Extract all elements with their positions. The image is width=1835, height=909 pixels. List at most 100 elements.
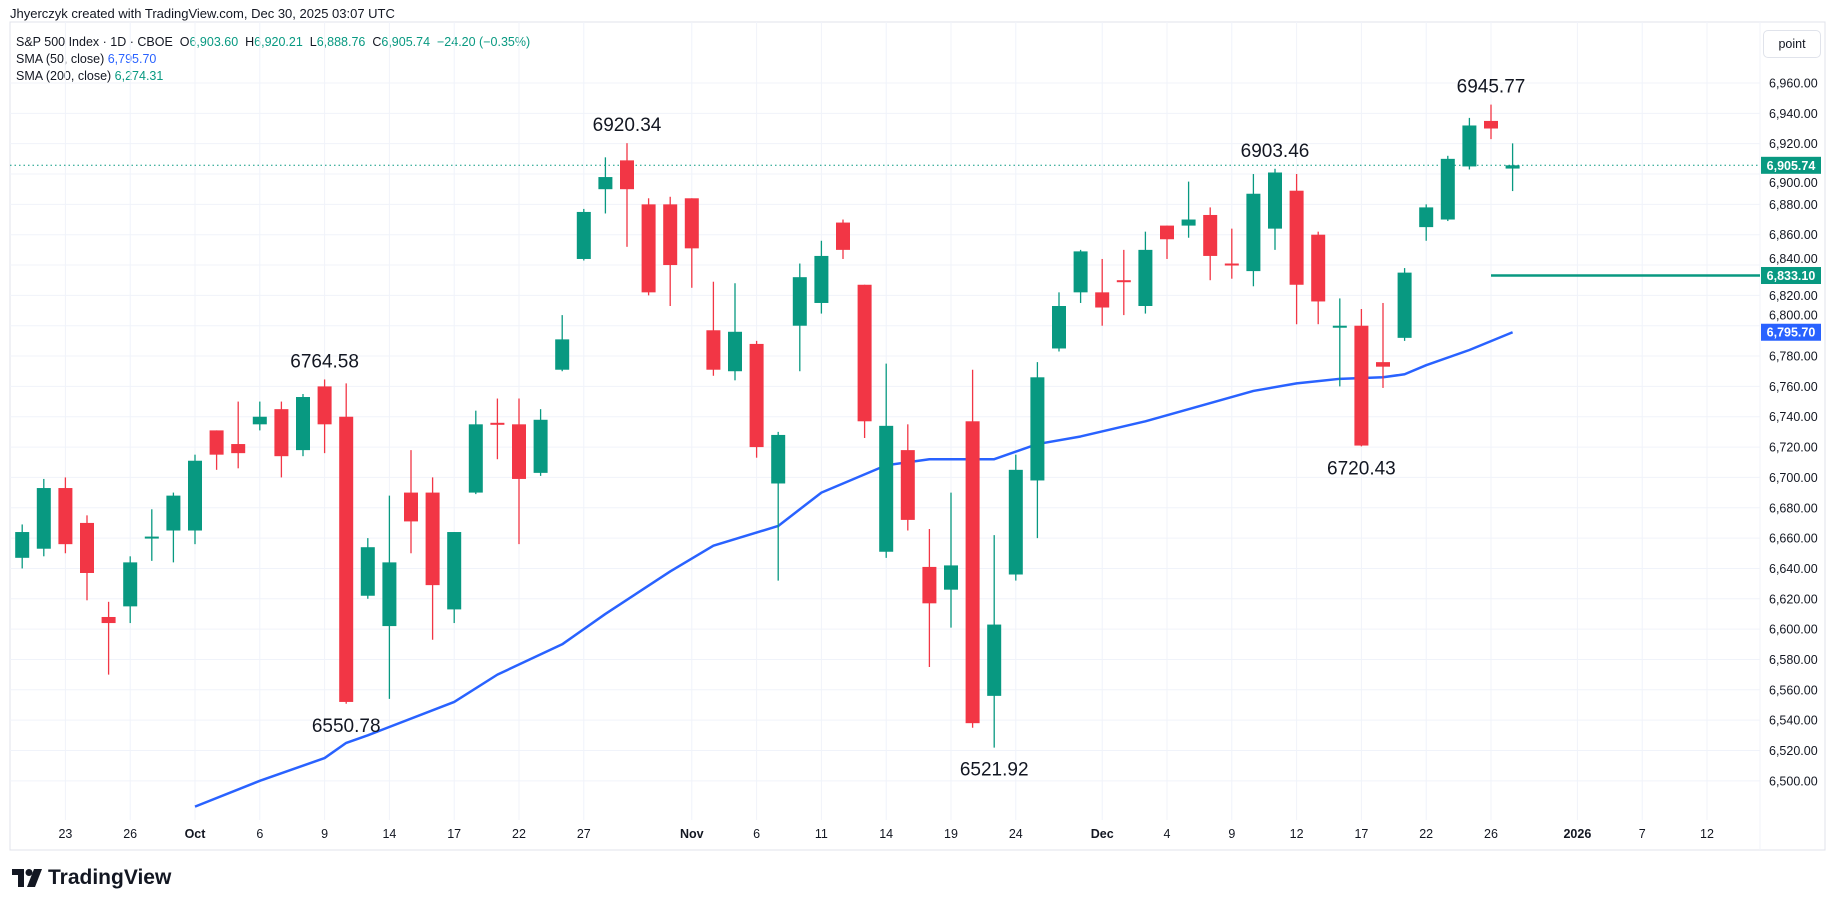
- candle-down[interactable]: [404, 492, 418, 522]
- candle-down[interactable]: [490, 422, 505, 425]
- tradingview-logo-icon: [12, 869, 42, 887]
- x-tick-label: 12: [1700, 827, 1714, 841]
- candle-up[interactable]: [123, 562, 138, 607]
- candle-down[interactable]: [1376, 362, 1390, 367]
- candle-down[interactable]: [857, 284, 872, 422]
- price-annotation: 6945.77: [1457, 77, 1526, 98]
- candle-down[interactable]: [706, 330, 721, 370]
- y-tick-label: 6,720.00: [1769, 441, 1818, 455]
- x-tick-label: Oct: [185, 827, 207, 841]
- candle-down[interactable]: [900, 450, 915, 520]
- candle-down[interactable]: [684, 198, 699, 249]
- candle-up[interactable]: [1462, 125, 1477, 167]
- x-tick-label: 17: [447, 827, 461, 841]
- candle-down[interactable]: [663, 204, 678, 266]
- candle-down[interactable]: [836, 222, 850, 250]
- candle-up[interactable]: [1246, 193, 1261, 272]
- candle-down[interactable]: [512, 424, 526, 479]
- candle-down[interactable]: [641, 204, 656, 293]
- candle-up[interactable]: [166, 495, 181, 531]
- x-tick-label: 22: [512, 827, 526, 841]
- candle-down[interactable]: [620, 160, 634, 190]
- candle-up[interactable]: [1052, 305, 1066, 349]
- candle-down[interactable]: [1116, 280, 1131, 283]
- candle-up[interactable]: [1138, 249, 1153, 306]
- tradingview-logo[interactable]: TradingView: [12, 866, 171, 890]
- candle-up[interactable]: [447, 532, 462, 610]
- candle-up[interactable]: [1332, 325, 1347, 328]
- candle-up[interactable]: [987, 624, 1002, 696]
- candle-down[interactable]: [339, 416, 354, 702]
- candle-up[interactable]: [1181, 219, 1196, 226]
- candle-down[interactable]: [749, 343, 764, 448]
- candle-up[interactable]: [1268, 172, 1282, 229]
- candle-up[interactable]: [382, 562, 397, 627]
- candle-up[interactable]: [555, 339, 570, 370]
- candle-up[interactable]: [598, 177, 613, 190]
- candle-up[interactable]: [1440, 158, 1455, 220]
- candle-down[interactable]: [1160, 225, 1174, 240]
- candle-up[interactable]: [15, 532, 30, 558]
- candle-down[interactable]: [1095, 292, 1110, 308]
- candle-down[interactable]: [1354, 325, 1369, 446]
- candle-up[interactable]: [944, 565, 958, 590]
- candle-up[interactable]: [360, 547, 375, 596]
- symbol-name[interactable]: S&P 500 Index · 1D · CBOE: [16, 35, 173, 49]
- candle-up[interactable]: [792, 277, 807, 326]
- candle-up[interactable]: [36, 488, 51, 549]
- x-tick-label: Dec: [1091, 827, 1114, 841]
- candle-down[interactable]: [922, 566, 937, 604]
- candle-up[interactable]: [1397, 272, 1412, 338]
- candle-up[interactable]: [771, 434, 786, 484]
- candle-up[interactable]: [879, 425, 894, 552]
- candle-up[interactable]: [728, 331, 742, 372]
- candle-up[interactable]: [296, 397, 310, 451]
- x-tick-label: 4: [1164, 827, 1171, 841]
- y-tick-label: 6,820.00: [1769, 289, 1818, 303]
- scale-mode-button[interactable]: point: [1763, 30, 1821, 58]
- price-annotation: 6920.34: [593, 115, 662, 136]
- candle-up[interactable]: [814, 255, 829, 303]
- candle-up[interactable]: [1073, 251, 1088, 293]
- candle-down[interactable]: [1224, 263, 1239, 266]
- candle-up[interactable]: [576, 211, 591, 259]
- candle-up[interactable]: [533, 419, 548, 473]
- candle-down[interactable]: [1289, 190, 1304, 285]
- candle-up[interactable]: [144, 536, 159, 539]
- sma50-value: 6,795.70: [107, 52, 157, 66]
- close-label: C: [372, 35, 382, 49]
- candle-up[interactable]: [252, 416, 267, 425]
- sma50-legend[interactable]: SMA (50, close) 6,795.70: [16, 52, 156, 66]
- candle-down[interactable]: [231, 444, 246, 454]
- candle-down[interactable]: [965, 421, 980, 724]
- x-tick-label: 14: [879, 827, 893, 841]
- candle-down[interactable]: [425, 492, 440, 586]
- candle-up[interactable]: [1030, 377, 1045, 481]
- price-annotation: 6764.58: [290, 351, 359, 372]
- candle-down[interactable]: [1203, 214, 1218, 256]
- candle-down[interactable]: [209, 430, 224, 455]
- y-tick-label: 6,900.00: [1769, 176, 1818, 190]
- brand-name: TradingView: [48, 866, 172, 889]
- candle-down[interactable]: [274, 409, 289, 457]
- candle-down[interactable]: [317, 386, 332, 425]
- candle-down[interactable]: [80, 522, 94, 573]
- candle-up[interactable]: [1505, 165, 1520, 169]
- candle-down[interactable]: [58, 488, 73, 545]
- y-tick-label: 6,920.00: [1769, 137, 1818, 151]
- open-value: 6,903.60: [189, 35, 239, 49]
- candle-down[interactable]: [1311, 234, 1326, 302]
- y-tick-label: 6,940.00: [1769, 107, 1818, 121]
- candle-up[interactable]: [1008, 469, 1023, 575]
- sma200-legend[interactable]: SMA (200, close) 6,274.31: [16, 69, 163, 83]
- candle-up[interactable]: [1419, 207, 1434, 228]
- candle-down[interactable]: [1484, 120, 1498, 129]
- candle-up[interactable]: [468, 424, 483, 493]
- sma50-badge-bg: [1761, 323, 1821, 341]
- candle-down[interactable]: [101, 616, 116, 624]
- last-price-badge-bg: [1761, 156, 1821, 174]
- sma200-label: SMA (200, close): [16, 69, 112, 83]
- y-tick-label: 6,680.00: [1769, 501, 1818, 515]
- candle-up[interactable]: [188, 460, 202, 531]
